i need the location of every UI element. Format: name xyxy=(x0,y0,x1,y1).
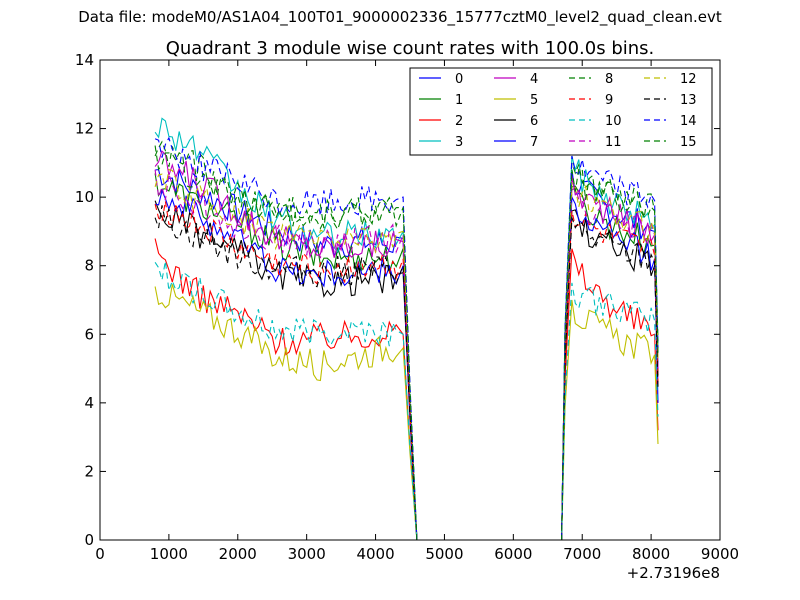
y-tick-label: 10 xyxy=(75,188,94,206)
legend-label: 2 xyxy=(455,114,463,129)
y-tick-label: 4 xyxy=(84,394,94,412)
series-line-0 xyxy=(155,168,659,541)
y-tick-label: 0 xyxy=(84,531,94,549)
legend-label: 3 xyxy=(455,135,463,150)
x-tick-label: 0 xyxy=(95,545,105,563)
x-tick-label: 6000 xyxy=(494,545,532,563)
x-tick-label: 4000 xyxy=(356,545,394,563)
legend-label: 10 xyxy=(605,114,622,129)
legend-label: 12 xyxy=(680,72,697,87)
x-tick-label: 5000 xyxy=(425,545,463,563)
series-line-13 xyxy=(154,205,659,541)
y-tick-label: 8 xyxy=(84,257,94,275)
series-line-12 xyxy=(154,168,659,541)
x-tick-label: 2000 xyxy=(219,545,257,563)
legend-label: 6 xyxy=(530,114,538,129)
series-line-3 xyxy=(154,117,659,541)
x-tick-label: 7000 xyxy=(563,545,601,563)
legend-label: 11 xyxy=(605,135,622,150)
legend-label: 9 xyxy=(605,93,613,108)
legend-label: 1 xyxy=(455,93,463,108)
y-tick-label: 2 xyxy=(84,462,94,480)
x-tick-label: 9000 xyxy=(701,545,739,563)
legend-label: 13 xyxy=(680,93,697,108)
x-tick-label: 8000 xyxy=(632,545,670,563)
figure-suptitle: Data file: modeM0/AS1A04_100T01_90000023… xyxy=(78,8,722,26)
series-line-7 xyxy=(154,188,659,541)
x-axis: 0 1000 2000 3000 4000 5000 6000 7000 8000 9000 xyxy=(95,60,739,563)
legend-label: 14 xyxy=(680,114,697,129)
legend-box xyxy=(409,67,713,156)
y-tick-label: 12 xyxy=(75,120,94,138)
legend-label: 4 xyxy=(530,72,538,87)
x-tick-label: 1000 xyxy=(150,545,188,563)
series-layer xyxy=(154,117,659,541)
series-line-2 xyxy=(154,238,659,541)
plot-frame xyxy=(99,59,721,541)
series-line-5 xyxy=(154,284,659,541)
chart-title: Quadrant 3 module wise count rates with … xyxy=(166,38,655,59)
legend-label: 15 xyxy=(680,135,697,150)
series-line-8 xyxy=(154,140,659,541)
series-line-9 xyxy=(154,201,659,541)
legend-label: 5 xyxy=(530,93,538,108)
series-line-4 xyxy=(154,150,659,541)
legend-label: 0 xyxy=(455,72,463,87)
series-line-6 xyxy=(154,200,659,541)
series-line-14 xyxy=(154,136,659,541)
legend-label: 7 xyxy=(530,135,538,150)
series-line-10 xyxy=(154,261,659,541)
series-line-1 xyxy=(154,173,659,541)
legend-label: 8 xyxy=(605,72,613,87)
y-tick-label: 14 xyxy=(75,51,94,69)
x-tick-label: 3000 xyxy=(288,545,326,563)
x-axis-offset-label: +2.73196e8 xyxy=(627,564,720,582)
series-line-11 xyxy=(154,169,659,541)
y-tick-label: 6 xyxy=(84,325,94,343)
